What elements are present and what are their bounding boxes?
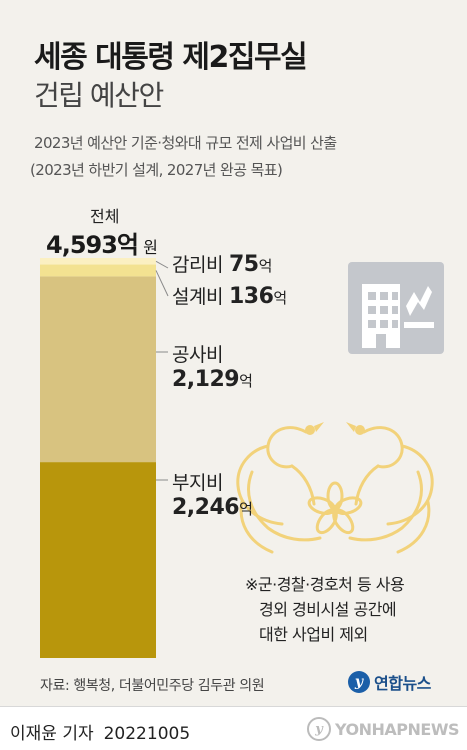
bar-segment-design-cost — [40, 264, 156, 277]
publish-date: 20221005 — [103, 724, 191, 744]
segment-value-construction-cost: 2,129 — [172, 367, 240, 392]
segment-unit-supervision-cost: 억 — [258, 257, 273, 275]
segment-label-design-cost: 설계비 136억 — [172, 282, 287, 309]
reporter-name: 이재윤 기자 — [10, 724, 94, 744]
phoenix-emblem-icon — [236, 422, 434, 554]
segment-unit-site-cost: 억 — [239, 500, 253, 518]
total-unit: 원 — [143, 238, 158, 257]
building-icon — [348, 262, 444, 354]
bar-segment-site-cost — [40, 462, 156, 658]
segment-unit-construction-cost: 억 — [239, 372, 253, 390]
yonhapnews-watermark: y YONHAPNEWS — [307, 717, 460, 741]
watermark-text: YONHAPNEWS — [335, 719, 460, 739]
segment-name-construction-cost: 공사비 — [172, 344, 223, 366]
bar-segment-supervision-cost — [40, 258, 156, 265]
total-label: 전체 — [90, 207, 120, 226]
total-amount: 4,593억 — [46, 231, 139, 259]
bar-segment-construction-cost — [40, 276, 156, 463]
segment-value-site-cost: 2,246 — [172, 495, 240, 520]
exclusion-line2: 경외 경비시설 공간에 — [259, 600, 397, 619]
chart-subtitle: 건립 예산안 — [34, 79, 164, 112]
footer-bar: 이재윤 기자 20221005 y YONHAPNEWS — [0, 706, 467, 750]
stacked-bar-chart — [40, 258, 169, 658]
chart-title: 세종 대통령 제2집무실 — [34, 40, 308, 75]
segment-name-design-cost: 설계비 — [172, 286, 223, 308]
segment-value-supervision-cost: 75 — [228, 252, 259, 277]
brand-name: 연합뉴스 — [374, 674, 431, 693]
exclusion-line1: ※군·경찰·경호처 등 사용 — [245, 575, 405, 594]
source-note: 자료: 행복청, 더불어민주당 김두관 의원 — [40, 678, 265, 694]
segment-label-construction-cost: 공사비 2,129억 — [172, 340, 253, 392]
leader-line-supervision-cost — [155, 260, 169, 269]
segment-label-site-cost: 부지비 2,246억 — [172, 468, 253, 520]
yonhap-logo: y 연합뉴스 — [348, 668, 431, 696]
schedule-note: (2023년 하반기 설계, 2027년 완공 목표) — [30, 161, 283, 179]
yonhap-mark-icon: y — [348, 671, 370, 693]
exclusion-note: ※군·경찰·경호처 등 사용 경외 경비시설 공간에 대한 사업비 제외 — [245, 572, 405, 647]
total-value: 4,593억 원 — [46, 225, 158, 260]
segment-name-supervision-cost: 감리비 — [172, 254, 223, 276]
basis-note: 2023년 예산안 기준·청와대 규모 전제 사업비 산출 — [34, 134, 337, 152]
segment-label-supervision-cost: 감리비 75억 — [172, 250, 272, 277]
watermark-mark-icon: y — [307, 717, 331, 741]
byline: 이재윤 기자 20221005 — [10, 719, 190, 744]
leader-line-design-cost — [155, 270, 169, 297]
segment-unit-design-cost: 억 — [273, 289, 288, 307]
exclusion-line3: 대한 사업비 제외 — [259, 625, 368, 644]
segment-name-site-cost: 부지비 — [172, 472, 223, 494]
segment-value-design-cost: 136 — [228, 284, 274, 309]
